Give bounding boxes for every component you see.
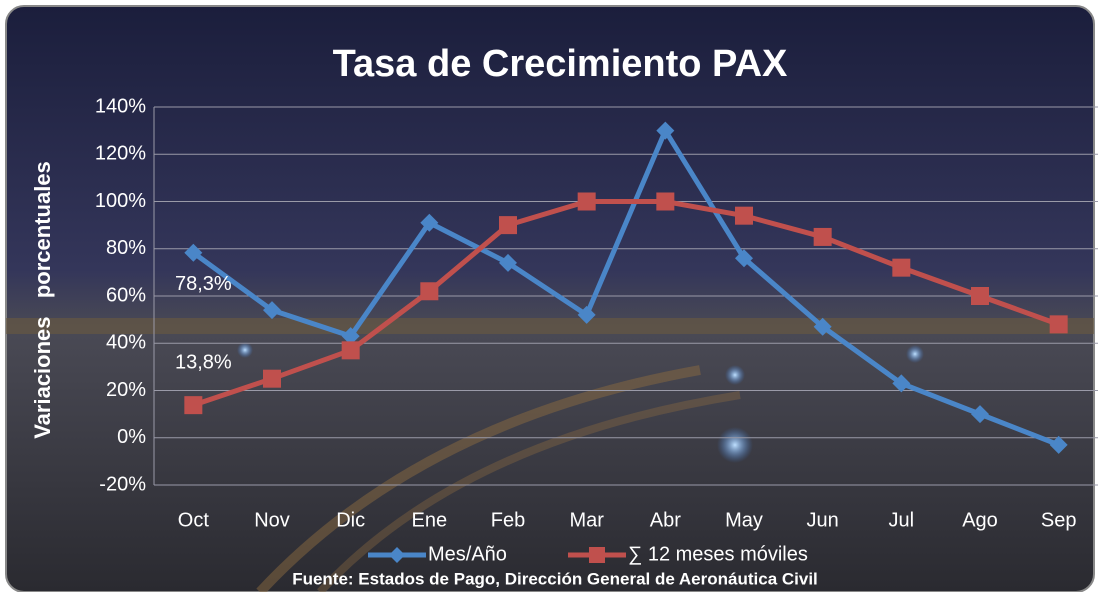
point [971,287,989,305]
x-tick-label: Feb [491,509,525,531]
chart-title: Tasa de Crecimiento PAX [333,43,788,85]
x-tick-label: Mar [569,509,604,531]
y-tick-label: 100% [95,190,146,212]
point [184,396,202,414]
horizon-lights [6,318,1094,334]
x-tick-label: Oct [178,509,210,531]
runway-light [725,365,745,385]
runway-light [906,345,924,363]
x-tick-label: Ago [962,509,998,531]
y-tick-label: 80% [106,237,146,259]
point [578,193,596,211]
x-tick-label: Dic [336,509,365,531]
point [499,216,517,234]
x-tick-label: Abr [650,509,681,531]
y-tick-label: 60% [106,284,146,306]
x-tick-label: Ene [412,509,448,531]
y-tick-label: 20% [106,379,146,401]
y-tick-label: 120% [95,143,146,165]
x-tick-label: Jun [807,509,839,531]
y-axis-title: Variaciones porcentuales [30,161,55,439]
runway-light [717,427,753,463]
x-tick-label: Jul [889,509,915,531]
data-label: 13,8% [175,351,232,373]
point [735,207,753,225]
page: {"chart_data": {"type": "line", "title":… [0,0,1100,592]
point [263,370,281,388]
y-tick-label: 40% [106,332,146,354]
point [1050,315,1068,333]
legend-label: Mes/Año [428,543,507,565]
x-tick-label: Nov [254,509,290,531]
source-note: Fuente: Estados de Pago, Dirección Gener… [292,569,818,588]
x-tick-label: Sep [1041,509,1077,531]
legend-label: ∑ 12 meses móviles [628,543,808,565]
point [892,259,910,277]
y-tick-label: 140% [95,95,146,117]
point [342,341,360,359]
point [420,282,438,300]
legend-marker [589,547,605,563]
chart: Tasa de Crecimiento PAX Variaciones porc… [0,0,1100,592]
point [656,193,674,211]
y-tick-label: 0% [117,426,146,448]
data-label: 78,3% [175,273,232,295]
runway-light [237,342,253,358]
x-tick-label: May [725,509,763,531]
point [814,228,832,246]
y-tick-label: -20% [99,473,146,495]
background [6,6,1094,592]
